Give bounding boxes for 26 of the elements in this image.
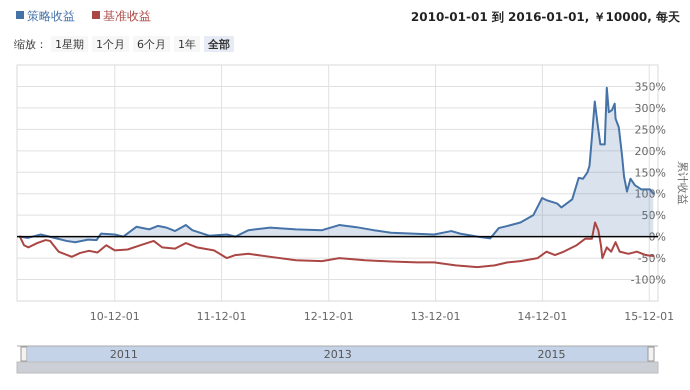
text: 1星期 [55, 38, 84, 51]
x2-tick-label: 2011 [110, 348, 138, 361]
chart-subtitle: 2010-01-01 到 2016-01-01, ￥10000, 每天 [410, 10, 681, 24]
y-tick-label: 350% [634, 80, 666, 94]
y-tick-label: -100% [630, 274, 666, 287]
text: 全部 [207, 38, 230, 51]
text: 1个月 [96, 38, 125, 51]
y-tick-label: 300% [634, 102, 666, 115]
x2-tick-label: 2013 [324, 348, 352, 361]
text: 6个月 [137, 38, 166, 51]
text: 缩放： [14, 38, 47, 51]
y-axis-title: 累计收益 [676, 161, 689, 205]
y-tick-label: 200% [634, 144, 666, 158]
legend-label: 策略收益 [27, 9, 75, 23]
x2-tick-label: 2015 [537, 348, 566, 361]
x-tick-label: 11-12-01 [196, 310, 247, 323]
legend-label: 基准收益 [103, 9, 151, 23]
x-tick-label: 13-12-01 [410, 310, 461, 323]
y-tick-label: 150% [634, 166, 666, 180]
y-tick-label: 50% [642, 209, 666, 222]
x-tick-label: 10-12-01 [90, 310, 140, 323]
x-tick-label: 12-12-01 [304, 310, 354, 323]
text: 1年 [178, 38, 196, 51]
x-tick-label: 14-12-01 [517, 310, 568, 323]
y-tick-label: 250% [634, 123, 666, 136]
x-tick-label: 15-12-01 [624, 310, 674, 323]
